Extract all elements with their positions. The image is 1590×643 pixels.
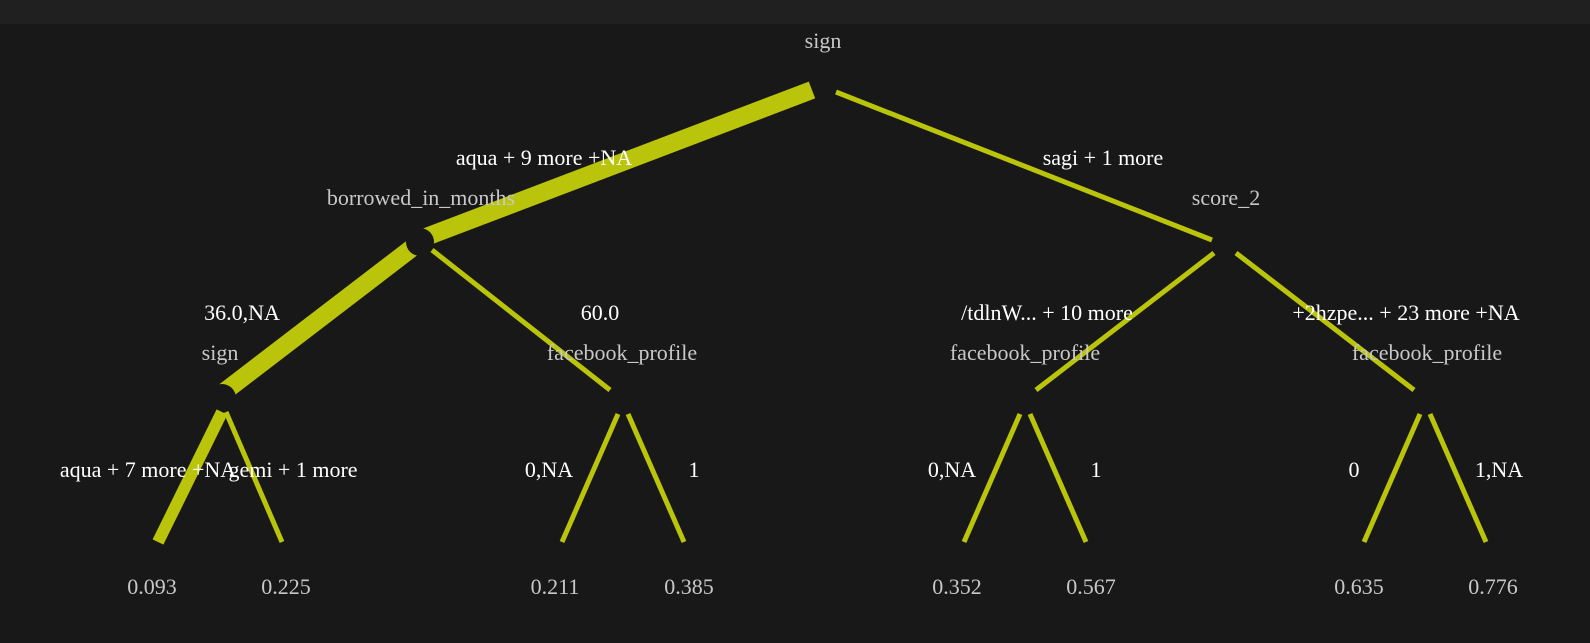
node-label-borrowed: borrowed_in_months <box>327 185 515 210</box>
node-label-sign-l2: sign <box>202 340 239 365</box>
edge-l1b-left <box>1034 251 1216 392</box>
edge-label-leaf-5: 0,NA <box>928 457 976 482</box>
leaf-value-2: 0.225 <box>261 574 311 599</box>
edge-leaf-8 <box>1427 412 1489 544</box>
edge-label-l1-left: aqua + 9 more +NA <box>456 145 632 170</box>
edge-leaf-5 <box>961 412 1023 544</box>
edge-root-right <box>835 89 1213 243</box>
edge-l1a-right <box>430 248 612 392</box>
root-node-label: sign <box>805 28 842 53</box>
top-bar <box>0 0 1590 24</box>
edge-label-leaf-8: 1,NA <box>1475 457 1523 482</box>
edge-label-l2-2: 60.0 <box>581 300 620 325</box>
root-node <box>812 75 836 99</box>
edge-label-leaf-2: gemi + 1 more <box>228 457 357 482</box>
node-label-score2: score_2 <box>1192 185 1260 210</box>
edge-label-leaf-4: 1 <box>689 457 700 482</box>
edge-label-l2-4: +2hzpe... + 23 more +NA <box>1292 300 1519 325</box>
edge-leaf-6 <box>1027 412 1089 544</box>
leaf-value-6: 0.567 <box>1066 574 1116 599</box>
edge-leaf-1 <box>152 409 228 545</box>
edge-label-leaf-1: aqua + 7 more +NA <box>60 457 236 482</box>
node-sign-l2 <box>208 384 236 412</box>
edge-leaf-3 <box>559 412 621 544</box>
edge-l1b-right <box>1234 251 1416 392</box>
edge-label-l1-right: sagi + 1 more <box>1043 145 1164 170</box>
edge-leaf-4 <box>625 412 687 544</box>
leaf-value-4: 0.385 <box>664 574 714 599</box>
edge-label-leaf-7: 0 <box>1349 457 1360 482</box>
leaf-value-8: 0.776 <box>1468 574 1518 599</box>
edge-root-left <box>414 81 816 249</box>
edge-label-l2-1: 36.0,NA <box>204 300 280 325</box>
node-label-fb-3: facebook_profile <box>1352 340 1502 365</box>
leaf-value-1: 0.093 <box>127 574 177 599</box>
node-label-fb-1: facebook_profile <box>547 340 697 365</box>
edge-leaf-7 <box>1361 412 1423 544</box>
leaf-value-7: 0.635 <box>1334 574 1384 599</box>
node-label-fb-2: facebook_profile <box>950 340 1100 365</box>
edge-leaf-2 <box>223 411 285 543</box>
edge-label-leaf-3: 0,NA <box>525 457 573 482</box>
node-borrowed <box>406 228 434 256</box>
leaf-value-3: 0.211 <box>531 574 580 599</box>
leaf-value-5: 0.352 <box>932 574 982 599</box>
edge-label-l2-3: /tdlnW... + 10 more <box>961 300 1133 325</box>
edge-label-leaf-6: 1 <box>1091 457 1102 482</box>
edge-l1a-left <box>218 240 418 400</box>
